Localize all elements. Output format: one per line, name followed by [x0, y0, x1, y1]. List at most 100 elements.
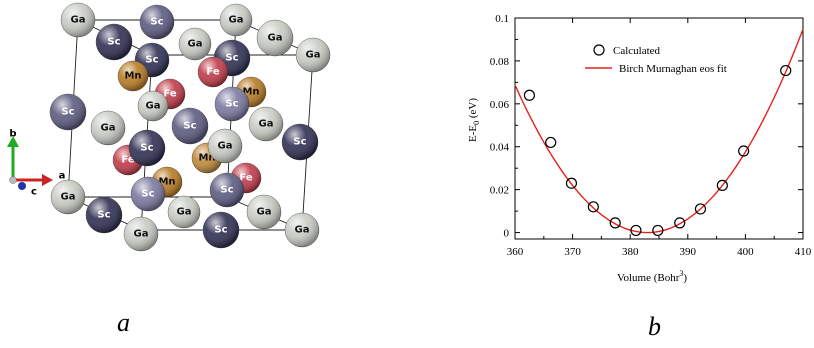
atom-label: Sc [150, 17, 163, 28]
data-point [587, 201, 599, 213]
atom-sc: Sc [214, 86, 250, 122]
atom-sc: Sc [139, 4, 175, 40]
x-tick-label: 390 [680, 246, 697, 258]
y-tick-label: 0.04 [490, 142, 510, 154]
atom-label: Ga [177, 207, 192, 218]
atom-label: Ga [229, 15, 244, 26]
x-axis-label: Volume (Bohr3) [617, 269, 687, 284]
atom-sc: Sc [95, 23, 133, 61]
atom-sc: Sc [281, 123, 319, 161]
axis-c-label: c [31, 187, 37, 198]
atom-label: Ga [134, 229, 149, 240]
atom-label: Fe [163, 89, 176, 100]
atom-label: Sc [107, 37, 120, 48]
atom-label: Sc [225, 53, 238, 64]
atom-label: Sc [97, 210, 110, 221]
energy-volume-chart: 360 370 380 390 400 410 0 0.02 0.04 0.06 0.08 0.1 C… [467, 13, 812, 284]
data-point [545, 136, 557, 149]
y-tick-label: 0 [504, 228, 510, 240]
x-tick-label: 370 [564, 246, 581, 258]
atom-label: Mn [158, 177, 175, 188]
atom-sc: Sc [171, 107, 209, 145]
atom-sc: Sc [130, 176, 166, 212]
atom-label: Sc [220, 185, 233, 196]
data-point [523, 89, 536, 101]
atom-label: Ga [306, 50, 321, 61]
legend-calculated-marker [593, 44, 605, 56]
atom-ga: Ga [167, 195, 201, 229]
atom-ga: Ga [256, 19, 294, 57]
atom-label: Sc [293, 137, 306, 148]
atom-label: Fe [239, 173, 252, 184]
atom-label: Mn [242, 87, 259, 98]
c-axis-dot [18, 182, 26, 190]
caption-b: b [648, 312, 661, 341]
b-axis-arrow [7, 136, 19, 147]
atom-label: Ga [101, 123, 116, 134]
atom-ga: Ga [219, 3, 253, 37]
a-axis-arrow [42, 174, 53, 186]
atom-sc: Sc [85, 196, 123, 234]
atom-ga: Ga [178, 27, 212, 61]
atom-label: Mn [198, 153, 215, 164]
atom-label: Ga [218, 141, 233, 152]
atom-ga: Ga [246, 194, 282, 230]
atom-label: Sc [61, 107, 74, 118]
atom-label: Ga [257, 207, 272, 218]
atom-label: Fe [121, 155, 134, 166]
data-point [738, 145, 750, 157]
atom-ga: Ga [50, 179, 86, 215]
atom-sc: Sc [49, 93, 87, 131]
x-tick-label: 360 [507, 246, 524, 258]
y-tick-label: 0.02 [490, 185, 509, 197]
atom-label: Ga [61, 192, 76, 203]
data-point [630, 224, 642, 237]
y-tick-label: 0.06 [490, 99, 510, 111]
atom-label: Ga [71, 15, 86, 26]
atom-label: Ga [268, 33, 283, 44]
axis-b-label: b [9, 129, 16, 140]
caption-a: a [117, 308, 130, 337]
data-point [716, 179, 728, 191]
atom-label: Ga [259, 119, 274, 130]
fit-curve [514, 28, 804, 234]
atom-label: Ga [146, 101, 161, 112]
x-tick-label: 380 [622, 246, 639, 258]
atom-label: Sc [214, 225, 227, 236]
atom-sc: Sc [202, 211, 240, 249]
x-tick-label: 400 [737, 246, 754, 258]
atom-label: Sc [145, 55, 158, 66]
atom-ga: Ga [137, 90, 169, 122]
atom-ga: Ga [295, 37, 331, 73]
atom-label: Mn [124, 71, 141, 82]
legend-calculated-label: Calculated [613, 45, 661, 57]
axis-a-label: a [59, 171, 66, 182]
atom-ga: Ga [90, 110, 126, 146]
atom-label: Sc [225, 99, 238, 110]
data-point [674, 217, 686, 229]
y-tick-label: 0.1 [495, 13, 509, 25]
data-point [694, 203, 707, 215]
atom-ga: Ga [123, 216, 159, 252]
atom-label: Sc [140, 143, 153, 154]
data-point [565, 177, 578, 189]
legend-fit-label: Birch Murnaghan eos fit [619, 63, 727, 75]
atom-ga: Ga [248, 106, 284, 142]
atom-sc: Sc [128, 129, 166, 167]
atom-label: Ga [295, 225, 310, 236]
atom-label: Sc [183, 121, 196, 132]
atom-sc: Sc [209, 172, 245, 208]
atom-fe: Fe [197, 56, 229, 88]
data-point [609, 217, 621, 229]
x-tick-label: 410 [795, 246, 812, 258]
data-point [780, 64, 792, 77]
data-point [652, 224, 664, 237]
atom-mn: Mn [117, 60, 149, 92]
legend: Calculated Birch Murnaghan eos fit [585, 44, 727, 75]
atom-label: Ga [188, 39, 203, 50]
y-tick-label: 0.08 [490, 56, 510, 68]
atom-ga: Ga [60, 2, 96, 38]
atom-ga: Ga [207, 128, 243, 164]
atom-ga: Ga [284, 212, 320, 248]
